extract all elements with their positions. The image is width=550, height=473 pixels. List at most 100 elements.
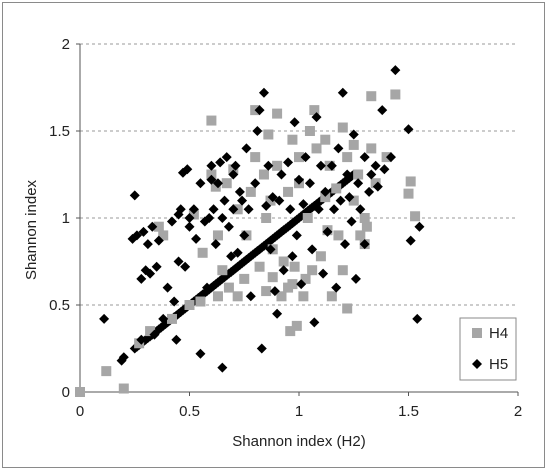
point-h4 [326,291,337,302]
point-h5 [219,195,230,206]
point-h5 [291,230,302,241]
tick-labels: 0 0.5 1 1.5 2 0 0.5 1 1.5 2 [49,36,522,420]
point-h4 [304,126,315,136]
point-h4 [272,108,283,119]
point-h4 [309,105,320,116]
point-h5 [313,204,324,215]
point-h5 [138,226,149,237]
point-h4 [355,230,366,241]
point-h5 [136,334,147,345]
point-h4 [353,169,364,180]
point-h4 [217,265,228,276]
point-h4 [197,247,208,258]
point-h4 [261,213,272,223]
point-h4 [390,89,401,100]
point-h5 [372,181,383,192]
y-tick-label: 0 [62,384,70,401]
x-tick-label: 0 [76,403,84,420]
point-h5 [166,216,177,227]
point-h4 [184,300,195,310]
point-h4 [232,291,243,302]
point-h4 [210,181,221,192]
point-h5 [283,157,294,168]
legend-box [459,317,517,381]
point-h4 [278,256,289,267]
point-h5 [337,87,348,98]
point-h5 [239,230,250,241]
point-h5 [131,230,142,241]
point-h5 [258,87,269,98]
point-h5 [348,129,359,140]
point-h4 [267,272,278,283]
point-h5 [250,178,261,189]
point-h5 [304,178,315,189]
point-h5 [245,291,256,302]
point-h5 [278,265,289,276]
point-h4 [337,122,348,133]
point-h5 [307,244,318,255]
point-h4 [294,152,304,163]
point-h5 [414,221,425,232]
point-h5 [228,204,239,215]
point-h5 [149,329,160,340]
point-h5 [184,213,195,223]
point-h5 [267,192,278,203]
point-h4 [307,265,318,276]
point-h4 [311,143,322,154]
point-h5 [405,235,416,246]
point-h5 [366,169,377,180]
point-h5 [151,261,162,272]
point-h5 [162,282,173,293]
point-h4 [212,291,223,302]
point-h4 [228,164,239,175]
point-h5 [320,186,331,197]
point-h5 [215,157,226,168]
point-h4 [223,282,234,293]
point-h5 [153,235,164,246]
point-h5 [364,186,375,197]
point-h5 [390,65,401,76]
point-h4 [212,230,223,241]
point-h5 [333,143,344,154]
point-h4 [366,143,377,154]
point-h4 [195,296,206,307]
data-points [75,65,425,397]
point-h5 [171,334,182,345]
x-tick-label: 2 [514,403,522,420]
y-tick-label: 1 [62,210,70,227]
point-h4 [405,176,416,187]
point-h4 [361,221,372,232]
point-h5 [136,273,147,284]
point-h5 [228,169,239,180]
point-h5 [322,226,333,237]
point-h4 [261,286,272,297]
point-h5 [208,204,219,215]
point-h5 [241,143,252,154]
y-axis-title: Shannon index [23,179,40,280]
point-h4 [263,129,274,140]
point-h5 [254,105,265,116]
point-h4 [348,139,359,150]
point-h4 [158,230,169,241]
point-h5 [252,126,263,136]
point-h5 [294,174,304,185]
point-h5 [300,152,311,163]
point-h4 [254,261,265,272]
point-h4 [287,134,298,145]
point-h5 [234,186,245,197]
point-h5 [210,239,221,250]
point-h5 [370,160,381,171]
point-h5 [232,247,243,258]
point-h5 [256,343,267,354]
point-h4 [359,213,370,223]
point-h5 [191,233,202,244]
point-h5 [344,192,355,203]
point-h5 [206,174,217,185]
point-h4 [302,213,313,223]
point-h5 [195,348,206,359]
point-h4 [206,169,217,180]
point-h4 [206,115,217,126]
point-h4 [265,195,276,206]
legend-label-h4: H4 [489,325,508,342]
